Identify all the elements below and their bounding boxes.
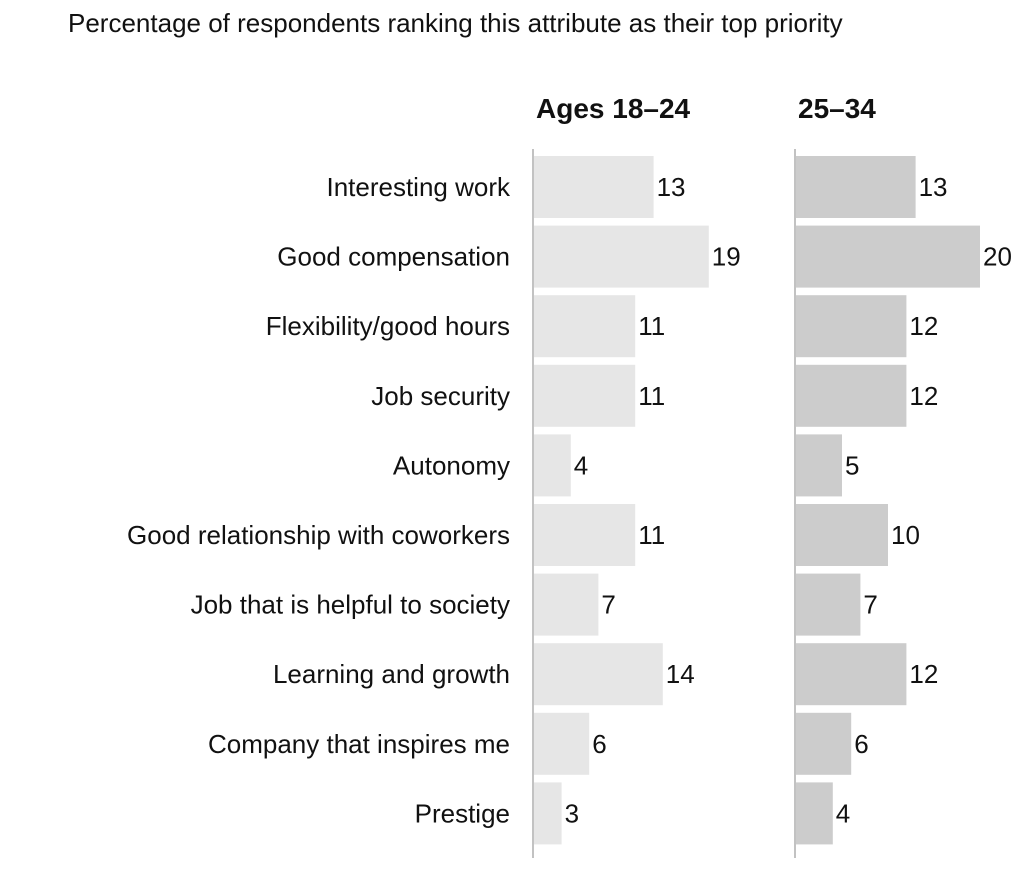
value-label: 7 xyxy=(601,590,615,620)
value-label: 6 xyxy=(592,729,606,759)
value-label: 12 xyxy=(909,659,938,689)
category-label: Learning and growth xyxy=(273,659,510,689)
bar xyxy=(796,643,907,706)
bar xyxy=(796,782,833,845)
bar xyxy=(534,156,654,218)
category-label: Prestige xyxy=(415,798,510,828)
value-label: 20 xyxy=(983,242,1012,272)
value-label: 3 xyxy=(565,798,579,828)
bar xyxy=(796,156,916,218)
bar xyxy=(796,295,907,358)
value-label: 14 xyxy=(666,659,695,689)
bar xyxy=(534,712,590,775)
bar xyxy=(796,712,852,775)
value-label: 6 xyxy=(854,729,868,759)
category-label: Interesting work xyxy=(326,172,511,202)
bar xyxy=(534,225,709,288)
value-label: 12 xyxy=(909,311,938,341)
bar xyxy=(534,573,599,636)
value-label: 7 xyxy=(863,590,877,620)
value-label: 19 xyxy=(712,242,741,272)
value-label: 13 xyxy=(919,172,948,202)
bar xyxy=(534,295,636,358)
value-label: 13 xyxy=(657,172,686,202)
category-label: Job security xyxy=(371,381,510,411)
value-label: 4 xyxy=(574,450,588,480)
value-label: 4 xyxy=(836,798,850,828)
series-header: Ages 18–24 xyxy=(536,93,691,124)
bar xyxy=(796,573,861,636)
bar xyxy=(534,434,571,497)
bar xyxy=(534,643,663,706)
value-label: 12 xyxy=(909,381,938,411)
category-label: Flexibility/good hours xyxy=(266,311,510,341)
value-label: 11 xyxy=(638,381,665,411)
bar xyxy=(534,782,562,845)
bar xyxy=(796,225,980,288)
category-label: Job that is helpful to society xyxy=(191,590,510,620)
category-label: Good relationship with coworkers xyxy=(127,520,510,550)
value-label: 5 xyxy=(845,450,859,480)
bar xyxy=(534,364,636,427)
category-label: Autonomy xyxy=(393,450,510,480)
category-label: Good compensation xyxy=(277,242,510,272)
value-label: 11 xyxy=(638,520,665,550)
series-header: 25–34 xyxy=(798,93,876,124)
value-label: 10 xyxy=(891,520,920,550)
value-label: 11 xyxy=(638,311,665,341)
bar xyxy=(534,504,636,566)
bar xyxy=(796,364,907,427)
category-label: Company that inspires me xyxy=(208,729,510,759)
chart-subtitle: Percentage of respondents ranking this a… xyxy=(68,8,843,38)
bar xyxy=(796,434,842,497)
bar xyxy=(796,504,888,566)
